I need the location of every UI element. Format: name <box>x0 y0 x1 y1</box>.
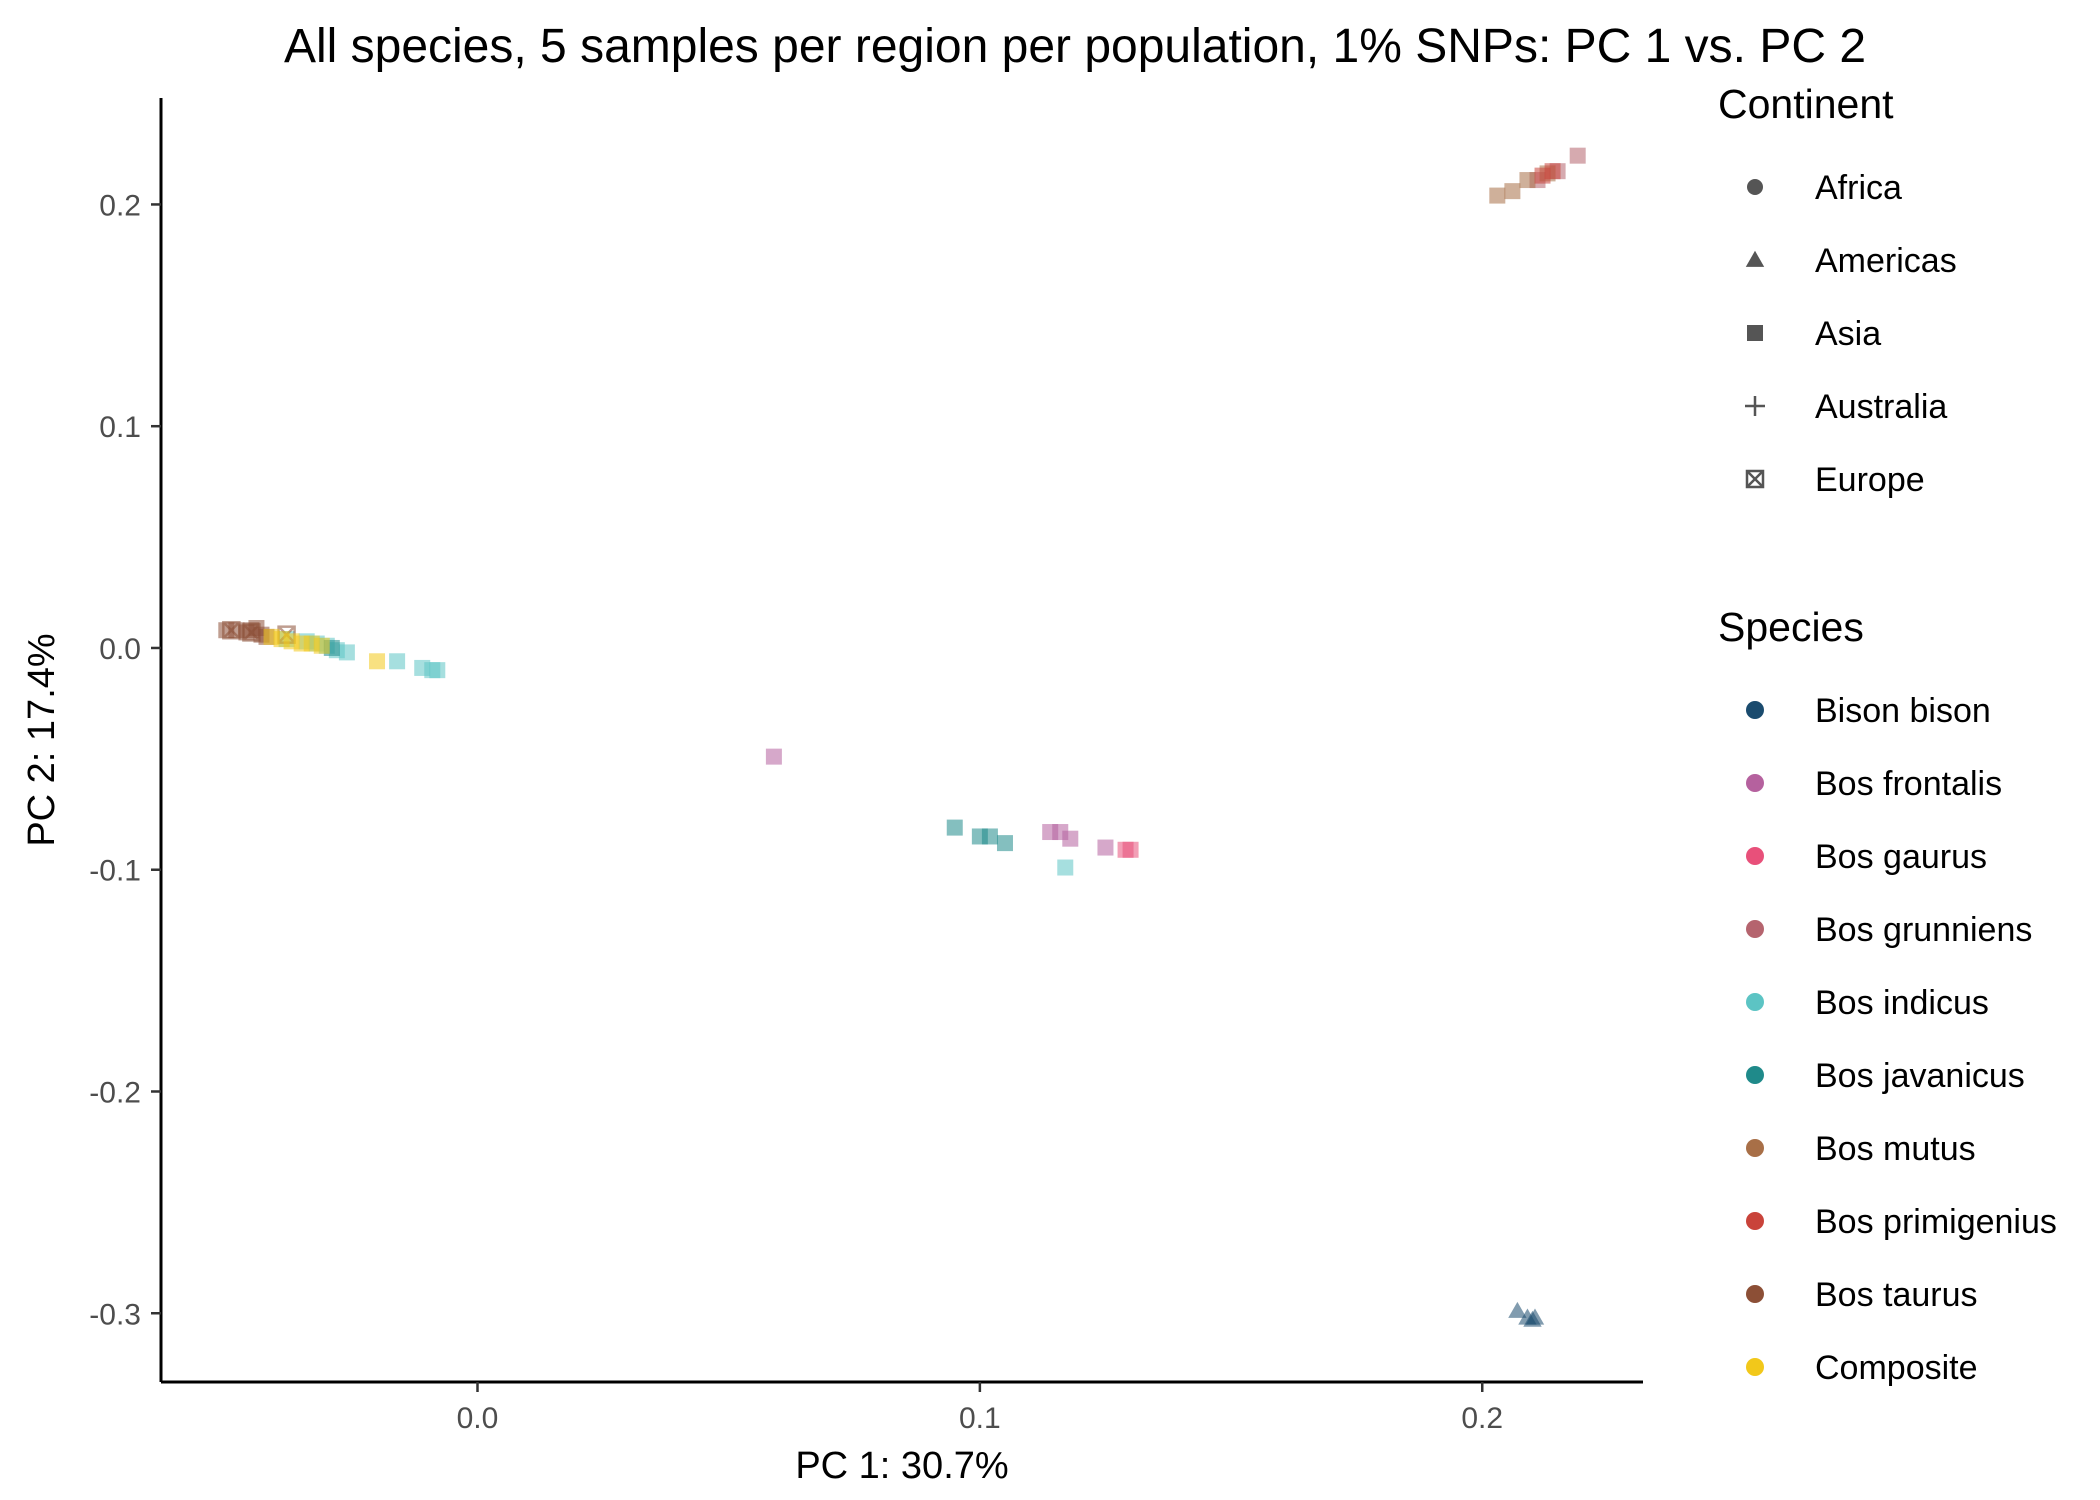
y-ticks: 0.2 0.1 0.0 -0.1 -0.2 -0.3 <box>89 189 161 1331</box>
data-point <box>369 653 386 670</box>
legend-symbol <box>1745 469 1765 489</box>
data-point <box>946 819 963 836</box>
legend-symbol <box>1745 396 1765 416</box>
y-tick-label: -0.1 <box>89 855 141 888</box>
legend-label: Bos taurus <box>1815 1276 1978 1314</box>
legend-label: Composite <box>1815 1349 1978 1387</box>
data-point <box>765 748 782 765</box>
y-tick-label: 0.2 <box>99 189 141 222</box>
legend-label: Bos grunniens <box>1815 911 2032 949</box>
data-point <box>242 623 261 642</box>
legend-label: Bos frontalis <box>1815 765 2002 803</box>
legend-swatch <box>1746 993 1764 1011</box>
legend-label: Americas <box>1815 242 1957 280</box>
data-point <box>222 620 241 640</box>
data-point <box>1519 172 1536 189</box>
data-point <box>1057 859 1074 876</box>
legend-title: Species <box>1718 604 1864 650</box>
legend-label: Asia <box>1815 315 1881 353</box>
legend-title: Continent <box>1718 81 1894 127</box>
legend-label: Bos primigenius <box>1815 1203 2057 1241</box>
x-axis-title: PC 1: 30.7% <box>795 1445 1008 1487</box>
x-tick-label: 0.2 <box>1461 1402 1503 1435</box>
legend-symbol <box>1747 179 1763 195</box>
data-point <box>1097 839 1114 856</box>
legend-label: Bison bison <box>1815 692 1991 730</box>
data-point <box>389 653 406 670</box>
y-tick-label: -0.2 <box>89 1076 141 1109</box>
legend-species: Species Bison bison Bos frontalis Bos gauru… <box>1718 604 2057 1387</box>
legend-swatch <box>1746 774 1764 792</box>
legend-label: Bos javanicus <box>1815 1057 2025 1095</box>
data-point <box>1062 830 1079 847</box>
data-point <box>1525 1308 1545 1325</box>
legend-swatch <box>1746 847 1764 865</box>
x-tick-label: 0.0 <box>457 1402 499 1435</box>
data-point <box>1508 1301 1527 1318</box>
data-point <box>981 828 998 845</box>
legend-label: Bos mutus <box>1815 1130 1976 1168</box>
data-point <box>1122 841 1139 858</box>
data-point <box>313 637 330 654</box>
legend-swatch <box>1746 701 1764 719</box>
legend-label: Bos indicus <box>1815 984 1989 1022</box>
y-tick-label: -0.3 <box>89 1298 141 1331</box>
data-point <box>1489 187 1506 204</box>
legend-symbol <box>1745 250 1765 267</box>
x-tick-label: 0.1 <box>959 1402 1001 1435</box>
y-tick-label: 0.1 <box>99 411 141 444</box>
legend-swatch <box>1746 1066 1764 1084</box>
data-point <box>338 644 355 661</box>
data-point <box>1569 147 1586 164</box>
legend-swatch <box>1746 1212 1764 1230</box>
data-point <box>429 662 446 679</box>
y-axis-title: PC 2: 17.4% <box>21 633 63 846</box>
chart-title: All species, 5 samples per region per po… <box>284 20 1866 73</box>
data-point <box>1504 183 1521 200</box>
legend-continent: Continent Africa Americas Asia Australia Euro… <box>1718 81 1957 499</box>
legend-swatch <box>1746 1285 1764 1303</box>
legend-label: Africa <box>1815 169 1902 207</box>
legend-label: Bos gaurus <box>1815 838 1987 876</box>
data-point <box>1544 163 1561 180</box>
data-points <box>218 147 1586 1327</box>
legend-label: Australia <box>1815 388 1947 426</box>
legend-label: Europe <box>1815 461 1925 499</box>
legend-swatch <box>1746 1358 1764 1376</box>
legend-swatch <box>1746 1139 1764 1157</box>
legend-symbol <box>1747 325 1763 341</box>
legend-swatch <box>1746 920 1764 938</box>
y-tick-label: 0.0 <box>99 633 141 666</box>
x-ticks: 0.0 0.1 0.2 <box>457 1382 1503 1435</box>
data-point <box>996 835 1013 852</box>
